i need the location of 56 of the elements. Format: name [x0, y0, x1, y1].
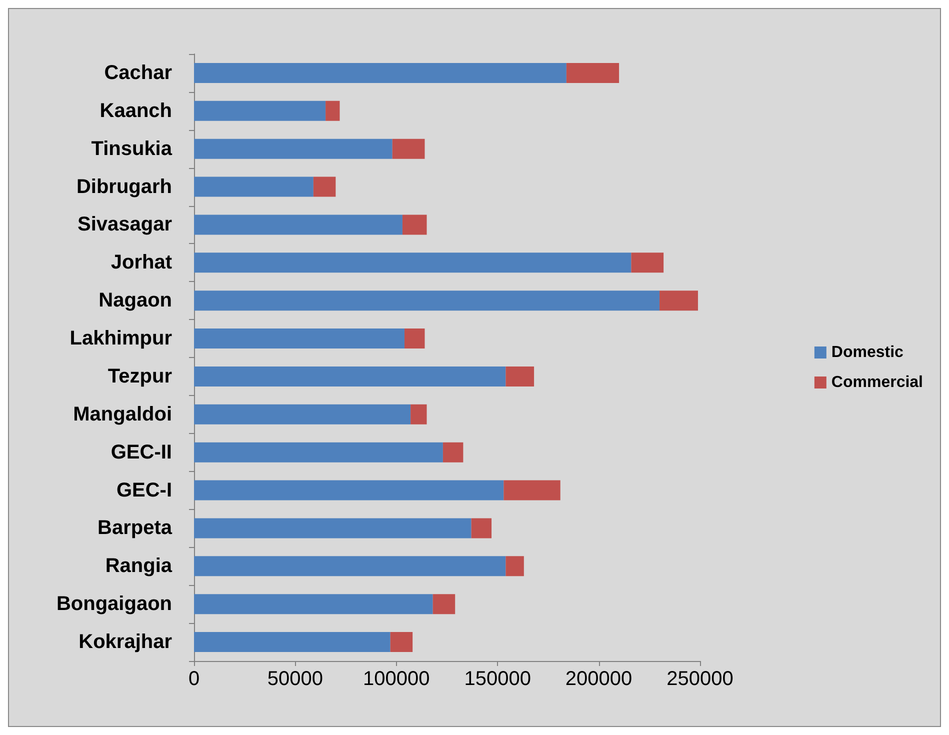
bar — [404, 328, 425, 349]
y-tick-label: Kokrajhar — [78, 631, 172, 654]
bar — [194, 632, 390, 652]
bar — [392, 138, 425, 159]
bar — [194, 442, 443, 462]
y-tick-label: GEC-I — [116, 479, 172, 502]
bar — [194, 404, 411, 424]
bar — [194, 480, 504, 500]
bar — [506, 366, 534, 386]
y-tick-label: Sivasagar — [77, 214, 172, 236]
bar — [194, 252, 632, 273]
bar — [194, 100, 326, 121]
bar — [566, 62, 620, 83]
y-tick-label: Tezpur — [108, 365, 172, 388]
bar — [194, 556, 506, 576]
x-tick-label: 150000 — [464, 668, 531, 690]
x-tick-label: 0 — [188, 668, 200, 690]
bar — [194, 518, 472, 538]
x-tick-label: 50000 — [267, 668, 324, 690]
y-tick-label: Dibrugarh — [76, 176, 172, 198]
y-tick-label: Kaanch — [100, 100, 172, 122]
bar — [402, 214, 427, 235]
y-tick-label: Lakhimpur — [70, 328, 172, 350]
legend-label: Domestic — [831, 344, 904, 361]
x-tick-label: 200000 — [565, 668, 632, 690]
bar — [506, 556, 524, 576]
x-tick-label: 100000 — [363, 668, 430, 690]
y-tick-label: Nagaon — [98, 290, 172, 312]
bar — [194, 328, 404, 349]
bar — [194, 290, 660, 311]
bar — [194, 62, 566, 83]
bar — [631, 252, 664, 273]
bar — [390, 632, 413, 652]
bar — [313, 176, 336, 197]
y-tick-label: Rangia — [105, 555, 173, 578]
bar — [326, 100, 340, 121]
y-tick-label: Mangaldoi — [73, 403, 172, 426]
bar — [504, 480, 560, 500]
bar — [410, 404, 427, 424]
legend-label: Commercial — [831, 374, 923, 391]
bar — [471, 518, 492, 538]
bar — [194, 594, 433, 614]
bar — [194, 138, 392, 159]
bar — [432, 594, 456, 614]
x-tick-label: 250000 — [666, 668, 734, 690]
bar — [194, 214, 402, 235]
bar — [660, 290, 698, 311]
y-tick-label: Tinsukia — [91, 138, 173, 160]
bar — [442, 442, 464, 462]
y-tick-label: Cachar — [104, 62, 172, 84]
bar — [194, 366, 506, 386]
y-tick-label: Jorhat — [110, 252, 172, 274]
y-tick-label: GEC-II — [110, 441, 172, 464]
bar — [194, 176, 314, 197]
y-tick-label: Bongaigaon — [56, 593, 172, 616]
y-tick-label: Barpeta — [98, 517, 173, 540]
